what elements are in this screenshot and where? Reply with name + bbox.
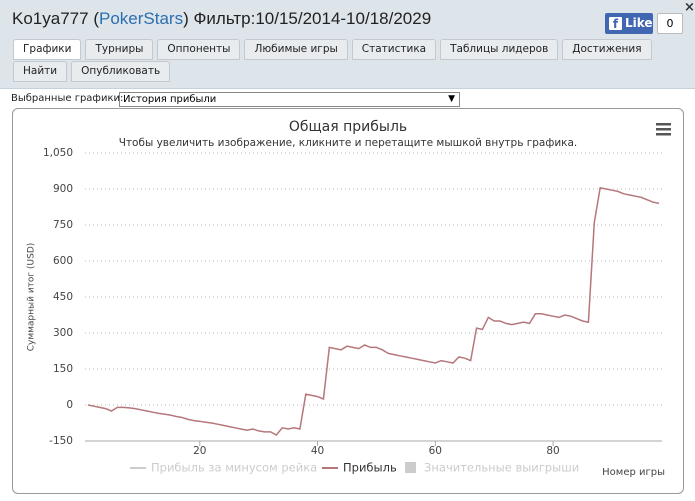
y-tick-label: 900 [53,183,73,195]
y-tick-label: 0 [66,399,73,411]
y-tick-label: 750 [53,219,73,231]
series-line [87,186,660,436]
y-tick-label: -150 [49,435,73,447]
chart-box [12,108,684,494]
x-tick-label: 40 [311,445,324,457]
paren: ( [93,9,99,28]
close-button[interactable]: × [684,0,695,15]
legend-label[interactable]: Прибыль за минусом рейка [151,461,317,475]
y-tick-label: 1,050 [43,147,73,159]
tab[interactable]: Таблицы лидеров [440,39,559,60]
like-text: Like [625,16,653,30]
menu-icon[interactable] [656,123,671,136]
selector-label: Выбранные графики: [11,93,124,104]
header-title: Ko1ya777 (PokerStars) Фильтр:10/15/2014-… [12,9,431,29]
paren: ) [183,9,189,28]
tab[interactable]: Статистика [351,39,437,60]
filter: Фильтр:10/15/2014-10/18/2029 [193,9,432,28]
x-tick-label: 80 [546,445,559,457]
select-arrow: ▼ [448,94,455,104]
select-value: История прибыли [123,94,217,105]
x-tick-label: 60 [429,445,442,457]
tab[interactable]: Турниры [85,39,154,60]
menu-bar [656,128,671,131]
legend-symbol [405,462,416,473]
y-tick-label: 150 [53,363,73,375]
tab[interactable]: Графики [13,39,82,60]
chart-title: Общая прибыль [289,119,407,135]
tab[interactable]: Любимые игры [244,39,348,60]
site-link[interactable]: PokerStars [98,9,184,28]
tabs: Графики Турниры Оппоненты Любимые игры Стати… [13,39,653,83]
tab[interactable]: Достижения [562,39,652,60]
like-count: 0 [657,13,683,34]
chart-subtitle: Чтобы увеличить изображение, кликните и … [119,137,578,149]
fb-icon: f [609,17,622,31]
x-tick-label: 20 [193,445,206,457]
tab[interactable]: Оппоненты [157,39,241,60]
x-axis-label: Номер игры [602,467,665,478]
y-tick-label: 300 [53,327,73,339]
user-name: Ko1ya777 [12,9,89,28]
y-axis-label: Суммарный итог (USD) [27,243,37,352]
tab[interactable]: Опубликовать [71,61,171,82]
chart-select[interactable]: История прибыли ▼ [119,92,460,107]
y-tick-label: 600 [53,255,73,267]
legend-label[interactable]: Прибыль [343,461,397,475]
header: Ko1ya777 (PokerStars) Фильтр:10/15/2014-… [0,0,695,89]
menu-bar [656,123,671,126]
y-tick-label: 450 [53,291,73,303]
like-button[interactable]: f Like [605,13,653,34]
menu-bar [656,133,671,136]
legend-label[interactable]: Значительные выигрыши [424,461,579,475]
tab[interactable]: Найти [13,61,68,82]
